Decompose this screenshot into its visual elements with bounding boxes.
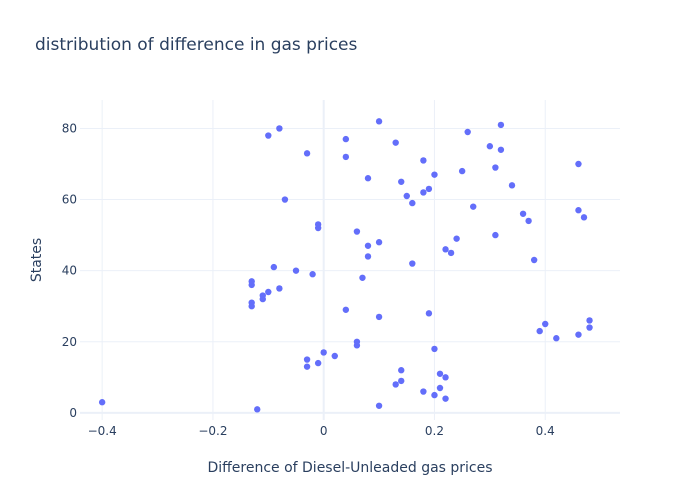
grid-lines [80, 100, 620, 420]
scatter-point [364, 175, 372, 182]
scatter-point [359, 274, 366, 281]
scatter-point [276, 285, 283, 292]
scatter-point [519, 210, 527, 217]
scatter-point [303, 356, 311, 363]
scatter-point [309, 271, 316, 278]
scatter-point [303, 363, 311, 370]
scatter-point [575, 207, 582, 214]
scatter-point [492, 231, 499, 239]
scatter-point [265, 288, 272, 296]
scatter-point [342, 153, 350, 161]
scatter-point [486, 143, 494, 150]
scatter-point [254, 406, 261, 413]
x-axis-label: Difference of Diesel-Unleaded gas prices [207, 460, 492, 476]
scatter-point [586, 324, 593, 331]
scatter-point [398, 377, 405, 385]
scatter-point [276, 125, 283, 132]
scatter-point [314, 221, 322, 228]
scatter-point [248, 278, 255, 285]
scatter-point [530, 256, 538, 264]
y-tick-label: 80 [62, 121, 77, 135]
scatter-point [98, 399, 106, 406]
scatter-point [392, 381, 399, 388]
scatter-point [436, 384, 444, 392]
scatter-point [392, 139, 399, 146]
scatter-point [575, 331, 582, 338]
scatter-point [331, 352, 338, 360]
scatter-point [492, 164, 499, 171]
scatter-point [436, 370, 444, 377]
scatter-point [542, 320, 549, 328]
scatter-point [442, 246, 449, 253]
scatter-point [265, 132, 272, 139]
scatter-point [375, 118, 383, 125]
x-tick-label: −0.2 [198, 424, 227, 438]
scatter-point [497, 121, 505, 129]
scatter-point [364, 253, 372, 260]
scatter-point [375, 402, 383, 409]
scatter-point [431, 171, 438, 178]
scatter-point [342, 306, 350, 313]
scatter-point [553, 335, 560, 342]
scatter-point [248, 299, 255, 306]
zero-lines [80, 100, 620, 420]
scatter-point [342, 135, 350, 143]
scatter-point [442, 395, 449, 402]
scatter-point [508, 182, 516, 189]
scatter-point [398, 367, 405, 374]
scatter-point [314, 359, 322, 367]
scatter-point [580, 214, 588, 221]
x-tick-labels: −0.4 −0.2 0 0.2 0.4 [88, 424, 555, 438]
x-tick-label: 0.4 [536, 424, 555, 438]
scatter-point [281, 196, 289, 203]
scatter-point [270, 263, 278, 271]
scatter-point [431, 391, 438, 399]
scatter-point [586, 317, 593, 324]
y-tick-label: 20 [62, 335, 77, 349]
scatter-point [292, 267, 300, 274]
scatter-point [398, 178, 405, 185]
scatter-point [320, 349, 327, 356]
scatter-point [425, 310, 433, 317]
scatter-point [470, 203, 477, 210]
x-tick-label: 0 [320, 424, 328, 438]
x-tick-label: 0.2 [425, 424, 444, 438]
scatter-point [447, 249, 455, 257]
scatter-point [497, 146, 505, 153]
scatter-point [431, 345, 438, 353]
scatter-point [420, 388, 427, 395]
scatter-point [403, 192, 410, 200]
y-axis-label: States [29, 238, 45, 282]
scatter-point [353, 228, 361, 235]
scatter-point [453, 235, 460, 242]
scatter-point [575, 160, 582, 168]
scatter-point [353, 338, 361, 345]
scatter-point [442, 374, 449, 381]
data-points [98, 118, 593, 413]
scatter-point [464, 128, 471, 136]
scatter-point [375, 239, 383, 246]
y-tick-label: 60 [62, 193, 77, 207]
scatter-point [525, 217, 532, 225]
scatter-point [364, 242, 372, 249]
scatter-point [425, 185, 433, 193]
y-tick-label: 40 [62, 264, 77, 278]
y-tick-label: 0 [69, 406, 77, 420]
chart-title: distribution of difference in gas prices [35, 35, 357, 55]
scatter-point [259, 292, 266, 299]
scatter-point [409, 199, 416, 207]
y-tick-labels: 0 20 40 60 80 [62, 121, 77, 419]
scatter-point [420, 157, 427, 164]
scatter-point [458, 167, 466, 175]
scatter-point [375, 313, 383, 321]
scatter-point [303, 150, 311, 157]
x-tick-label: −0.4 [88, 424, 117, 438]
scatter-point [409, 260, 416, 267]
scatter-point [420, 189, 427, 196]
scatter-point [536, 327, 543, 335]
